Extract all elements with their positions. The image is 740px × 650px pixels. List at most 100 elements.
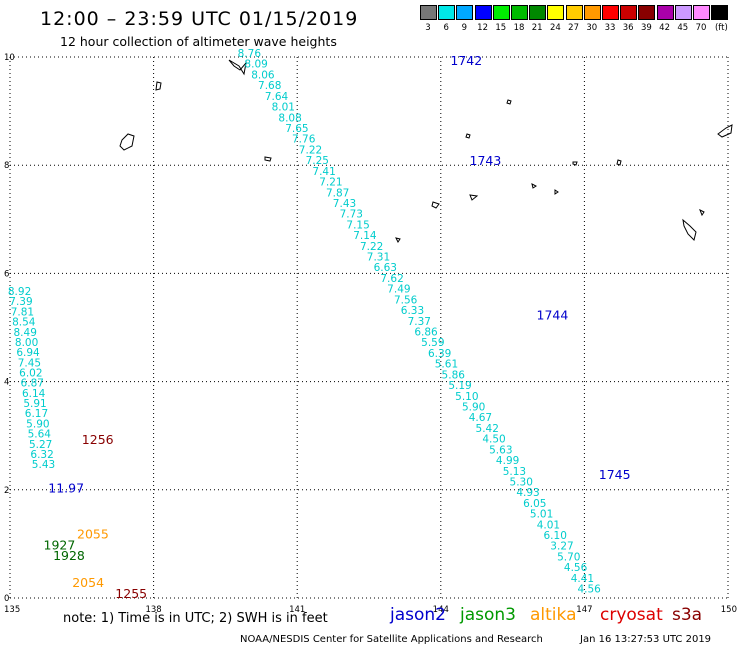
lat-lon-grid bbox=[9, 56, 729, 599]
wave-height-value: 7.37 bbox=[408, 316, 431, 328]
color-swatch bbox=[420, 5, 437, 20]
coastlines bbox=[119, 59, 733, 243]
island-outline bbox=[699, 208, 705, 217]
axis-tick-labels: 135 138 141 144 147 150 0 2 4 6 8 10 bbox=[4, 53, 737, 615]
wave-height-value: 7.39 bbox=[9, 296, 32, 308]
wave-height-value: 5.61 bbox=[435, 359, 458, 371]
color-swatch-label: 24 bbox=[549, 23, 561, 33]
wave-height-value: 7.73 bbox=[340, 209, 363, 221]
color-swatch-label: 21 bbox=[531, 23, 543, 33]
island-outline bbox=[531, 183, 537, 189]
wave-height-value: 8.92 bbox=[8, 286, 31, 298]
wave-height-value: 7.81 bbox=[11, 306, 34, 318]
legend-s3a: s3a bbox=[672, 605, 703, 625]
wave-height-value: 7.14 bbox=[353, 230, 377, 242]
color-swatch bbox=[693, 5, 710, 20]
island-outline bbox=[465, 133, 471, 139]
units-note: note: 1) Time is in UTC; 2) SWH is in fe… bbox=[63, 611, 328, 626]
pass-time-label: 1928 bbox=[53, 548, 85, 563]
wave-height-value: 6.86 bbox=[414, 327, 438, 339]
wave-height-value: 4.56 bbox=[564, 562, 588, 574]
color-swatch-label: 18 bbox=[513, 23, 525, 33]
wave-height-value: 4.50 bbox=[482, 434, 505, 446]
wave-height-value: 5.30 bbox=[510, 476, 533, 488]
island-outline bbox=[155, 81, 162, 91]
wave-height-value: 5.91 bbox=[23, 398, 46, 410]
wave-height-value: 6.14 bbox=[22, 388, 46, 400]
pass-time-label: 1927 bbox=[44, 537, 76, 552]
legend-jason2: jason2 bbox=[390, 605, 446, 625]
color-swatch bbox=[656, 5, 674, 20]
wave-height-value: 6.17 bbox=[25, 408, 48, 420]
wave-height-value: 8.09 bbox=[244, 59, 267, 71]
wave-height-value: 6.02 bbox=[19, 368, 42, 380]
wave-height-value: 6.32 bbox=[30, 449, 53, 461]
color-swatch bbox=[638, 5, 656, 20]
island-outline bbox=[572, 161, 578, 166]
wave-height-value: 6.63 bbox=[374, 262, 397, 274]
lon-tick-label: 144 bbox=[433, 605, 449, 615]
color-swatch-label: 42 bbox=[659, 23, 670, 33]
island-outline bbox=[228, 59, 247, 76]
color-swatch-label: 9 bbox=[461, 23, 468, 33]
lon-tick-label: 135 bbox=[4, 605, 20, 615]
island-outline bbox=[682, 218, 697, 241]
pass-time-label: 2055 bbox=[77, 526, 109, 541]
pass-time-label: 1256 bbox=[82, 432, 114, 447]
color-swatch-label: 39 bbox=[640, 23, 652, 33]
island-outline bbox=[554, 189, 559, 195]
color-swatch bbox=[529, 5, 547, 20]
legend-jason3: jason3 bbox=[460, 605, 516, 625]
pass-time-label: 1743 bbox=[470, 153, 502, 168]
color-swatch bbox=[456, 5, 474, 20]
color-swatch-label: 3 bbox=[425, 23, 431, 33]
altimeter-tracks: 8.768.098.067.687.648.018.087.657.767.22… bbox=[8, 48, 631, 601]
wave-height-value: 7.68 bbox=[258, 80, 281, 92]
color-swatch bbox=[511, 5, 528, 20]
pass-time-label: 11.97 bbox=[48, 481, 84, 496]
color-swatch-label: 30 bbox=[586, 23, 598, 33]
wave-height-value: 7.49 bbox=[387, 284, 410, 296]
legend-altika: altika bbox=[530, 605, 577, 625]
wave-height-value: 5.90 bbox=[26, 418, 49, 430]
wave-height-value: 5.19 bbox=[448, 380, 471, 392]
page-title: 12:00 – 23:59 UTC 01/15/2019 bbox=[40, 8, 359, 30]
island-outline bbox=[264, 156, 272, 162]
wave-height-value: 4.93 bbox=[516, 487, 539, 499]
color-scale-unit: (ft) bbox=[714, 23, 728, 33]
wave-height-value: 7.22 bbox=[360, 241, 383, 253]
wave-height-value: 5.10 bbox=[455, 391, 478, 403]
wave-height-value: 5.01 bbox=[530, 509, 553, 521]
wave-height-value: 7.31 bbox=[367, 252, 390, 264]
lon-tick-label: 141 bbox=[289, 605, 305, 615]
wave-height-value: 8.00 bbox=[15, 337, 38, 349]
color-swatch-label: 33 bbox=[604, 23, 616, 33]
wave-height-value: 5.27 bbox=[29, 439, 52, 451]
color-swatch bbox=[547, 5, 565, 20]
island-outline bbox=[119, 133, 135, 151]
pass-time-label: 2054 bbox=[72, 575, 104, 590]
wave-height-value: 7.21 bbox=[319, 177, 342, 189]
page-subtitle: 12 hour collection of altimeter wave hei… bbox=[60, 34, 337, 49]
wave-height-value: 5.64 bbox=[28, 429, 52, 441]
lon-tick-label: 147 bbox=[576, 605, 592, 615]
wave-height-value: 5.63 bbox=[489, 444, 512, 456]
wave-height-value: 6.39 bbox=[428, 348, 451, 360]
wave-height-value: 6.10 bbox=[544, 530, 567, 542]
wave-height-value: 8.54 bbox=[12, 317, 36, 329]
wave-height-value: 4.41 bbox=[571, 573, 594, 585]
color-swatch bbox=[492, 5, 510, 20]
wave-height-value: 7.43 bbox=[333, 198, 356, 210]
wave-height-value: 8.49 bbox=[14, 327, 37, 339]
wave-height-value: 8.01 bbox=[272, 102, 295, 114]
color-swatch bbox=[583, 5, 601, 20]
wave-height-value: 5.70 bbox=[557, 551, 580, 563]
pass-time-label: 1744 bbox=[537, 307, 569, 322]
wave-height-value: 7.25 bbox=[306, 155, 329, 167]
wave-height-value: 8.06 bbox=[251, 69, 275, 81]
wave-height-value: 7.87 bbox=[326, 187, 349, 199]
wave-height-value: 6.94 bbox=[16, 347, 40, 359]
color-swatch-label: 6 bbox=[443, 23, 449, 33]
color-swatch-label: 36 bbox=[622, 23, 634, 33]
